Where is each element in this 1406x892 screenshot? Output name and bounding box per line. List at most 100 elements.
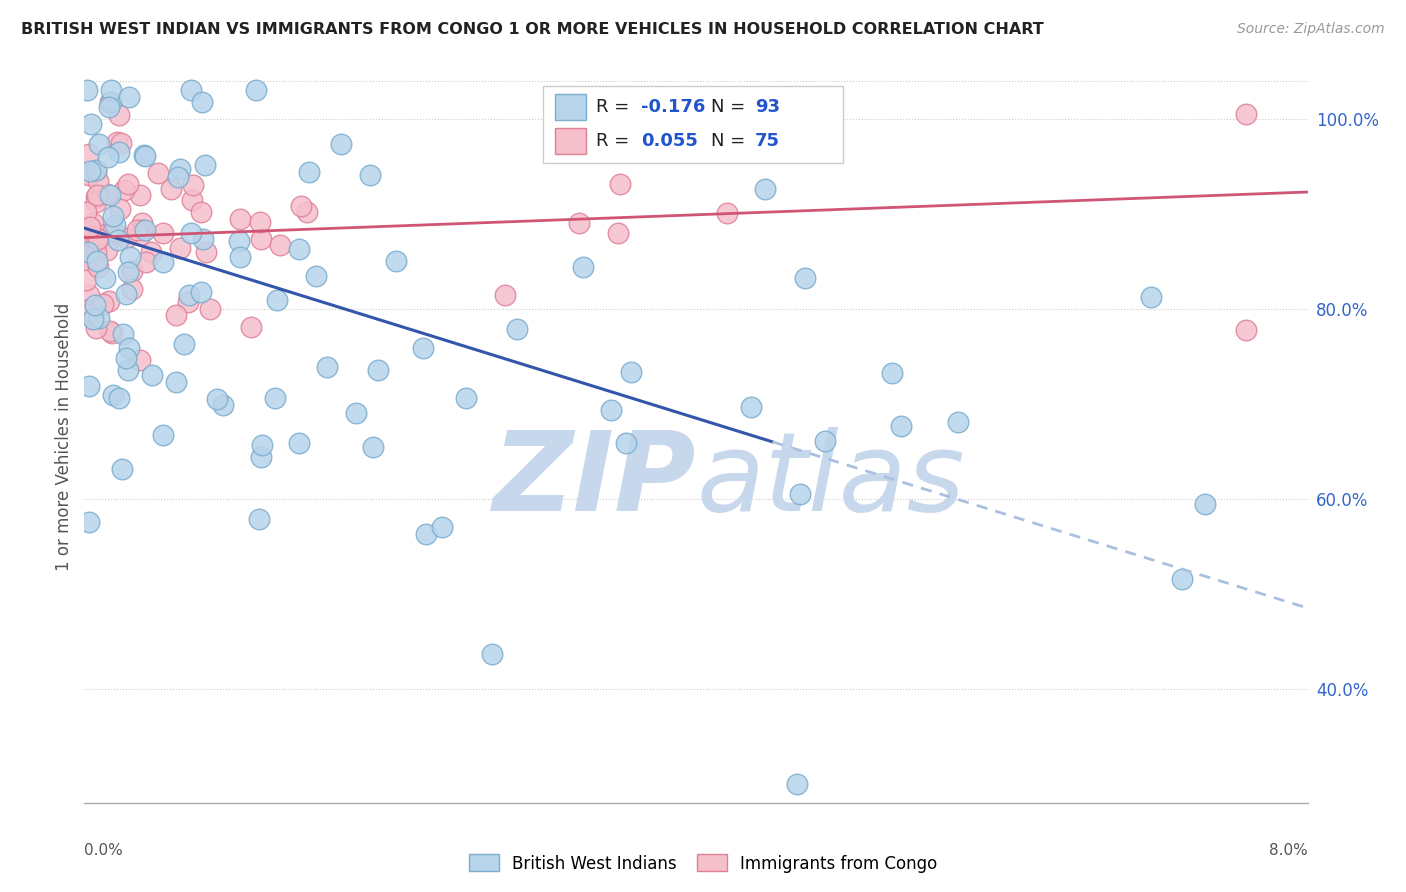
Point [200, 301, 222, 316]
Point [181, 194, 204, 208]
Point [1194, 498, 1216, 512]
Point [75, 253, 97, 268]
Point [249, 215, 271, 229]
Point [79, 220, 101, 235]
Point [344, 406, 367, 420]
Point [152, 254, 174, 268]
Point [134, 223, 156, 237]
Point [361, 440, 384, 454]
Point [481, 647, 503, 661]
Point [194, 245, 217, 260]
Point [228, 250, 250, 264]
Point [169, 241, 191, 255]
Text: 0.055: 0.055 [641, 132, 697, 150]
Text: N =: N = [710, 132, 751, 150]
Point [77, 379, 100, 393]
Point [600, 402, 623, 417]
Bar [555, 128, 586, 154]
Point [1236, 107, 1258, 121]
Point [205, 392, 228, 406]
Point [1140, 290, 1163, 304]
Point [79, 516, 101, 530]
Point [100, 83, 122, 97]
Point [141, 368, 163, 382]
Point [101, 326, 124, 341]
Point [98, 188, 121, 202]
Point [132, 148, 155, 162]
Point [94, 271, 117, 285]
Legend: British West Indians, Immigrants from Congo: British West Indians, Immigrants from Co… [463, 847, 943, 880]
Point [180, 227, 202, 241]
Point [191, 232, 214, 246]
Text: atlas: atlas [696, 427, 965, 534]
Point [165, 308, 187, 322]
Point [117, 177, 139, 191]
Point [107, 233, 129, 247]
Point [121, 282, 143, 296]
Point [152, 226, 174, 240]
Point [620, 365, 643, 379]
Point [105, 135, 128, 149]
Point [117, 362, 139, 376]
Point [108, 202, 131, 216]
Text: 93: 93 [755, 98, 780, 116]
Point [152, 427, 174, 442]
Point [86, 321, 108, 335]
Point [568, 216, 591, 230]
Point [412, 341, 434, 355]
Point [315, 360, 337, 375]
Point [269, 237, 291, 252]
Point [180, 83, 202, 97]
Point [84, 162, 107, 177]
Point [75, 303, 97, 318]
Point [129, 228, 152, 243]
Point [814, 434, 837, 448]
Point [91, 296, 114, 310]
Point [616, 436, 638, 450]
Point [84, 195, 107, 210]
Point [146, 166, 169, 180]
Point [104, 226, 127, 240]
Point [108, 391, 131, 405]
Point [110, 136, 132, 150]
Point [359, 169, 381, 183]
Point [97, 294, 120, 309]
Point [890, 418, 912, 433]
Point [98, 324, 121, 338]
Point [415, 527, 437, 541]
Point [367, 363, 389, 377]
Point [229, 212, 252, 227]
Point [607, 226, 630, 240]
Point [240, 319, 263, 334]
Point [794, 271, 817, 285]
Point [166, 169, 188, 184]
Point [290, 199, 312, 213]
Point [117, 265, 139, 279]
Point [266, 293, 288, 307]
Point [329, 137, 352, 152]
Point [101, 209, 124, 223]
Point [179, 287, 201, 301]
Point [134, 149, 156, 163]
Point [120, 250, 142, 264]
Point [247, 512, 270, 526]
Point [288, 436, 311, 450]
Point [77, 147, 100, 161]
Point [880, 366, 903, 380]
Point [87, 174, 110, 188]
Point [228, 235, 250, 249]
Point [1171, 572, 1194, 586]
Point [131, 223, 153, 237]
Point [77, 244, 100, 259]
Point [127, 223, 149, 237]
Point [169, 161, 191, 176]
Point [75, 273, 97, 287]
Point [173, 336, 195, 351]
Point [384, 253, 406, 268]
Point [263, 391, 285, 405]
Point [115, 231, 138, 245]
Point [430, 520, 453, 534]
Point [101, 225, 124, 239]
Text: N =: N = [710, 98, 751, 116]
Point [135, 255, 157, 269]
